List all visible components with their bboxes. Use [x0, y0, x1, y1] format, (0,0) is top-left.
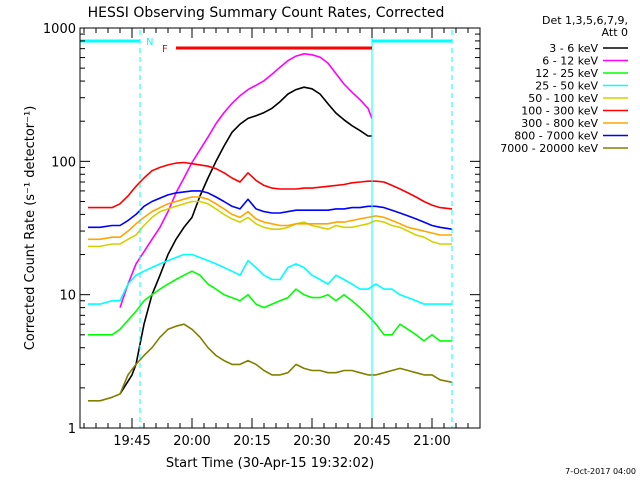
x-tick-label: 21:00 [413, 434, 450, 449]
x-tick-label: 20:00 [173, 434, 210, 449]
legend-label-50-100-kev: 50 - 100 keV [528, 92, 598, 105]
legend-label-6-12-kev: 6 - 12 keV [542, 55, 598, 68]
footer-date: 7-Oct-2017 04:00 [565, 467, 636, 476]
legend-header-line-2: Att 0 [602, 26, 628, 39]
legend-label-7000-20000-kev: 7000 - 20000 keV [500, 142, 598, 155]
series-line-6-12-kev [119, 52, 373, 308]
plot-layer: NF [80, 30, 453, 428]
y-axis: 1 10 100 1000 [43, 22, 480, 437]
series-line-100-300-kev [88, 161, 453, 210]
legend-header-line-1: Det 1,3,5,6,7,9, [542, 14, 628, 27]
series-line-3-6-kev [119, 86, 372, 395]
x-tick-label: 20:30 [293, 434, 330, 449]
legend-label-100-300-kev: 100 - 300 keV [521, 105, 598, 118]
x-tick-label: 19:45 [113, 434, 150, 449]
y-tick-label: 1000 [43, 22, 76, 37]
series-line-300-800-kev [88, 196, 452, 241]
x-axis-label: Start Time (30-Apr-15 19:32:02) [166, 456, 374, 471]
chart-title: HESSI Observing Summary Count Rates, Cor… [88, 5, 445, 21]
legend-label-800-7000-kev: 800 - 7000 keV [514, 130, 598, 143]
annotation-label: F [162, 44, 168, 55]
y-axis-label: Corrected Count Rate (s⁻¹ detector⁻¹) [23, 106, 38, 351]
x-tick-label: 20:15 [233, 434, 270, 449]
plot-frame [79, 27, 481, 429]
legend-label-25-50-kev: 25 - 50 keV [535, 80, 598, 93]
y-tick-label: 100 [51, 155, 76, 170]
series-line-12-25-kev [88, 270, 452, 342]
series-line-50-100-kev [88, 200, 452, 248]
series-line-25-50-kev [88, 253, 452, 305]
series-line-7000-20000-kev [88, 323, 453, 402]
legend-label-3-6-kev: 3 - 6 keV [549, 42, 598, 55]
x-axis: 19:45 20:00 20:15 20:30 20:45 21:00 [83, 28, 481, 449]
series-line-800-7000-kev [88, 190, 453, 230]
annotation-label: N [146, 37, 153, 48]
legend-label-12-25-kev: 12 - 25 keV [535, 67, 598, 80]
legend-label-300-800-kev: 300 - 800 keV [521, 117, 598, 130]
y-tick-label: 1 [68, 422, 76, 437]
y-tick-label: 10 [59, 289, 76, 304]
x-tick-label: 20:45 [353, 434, 390, 449]
